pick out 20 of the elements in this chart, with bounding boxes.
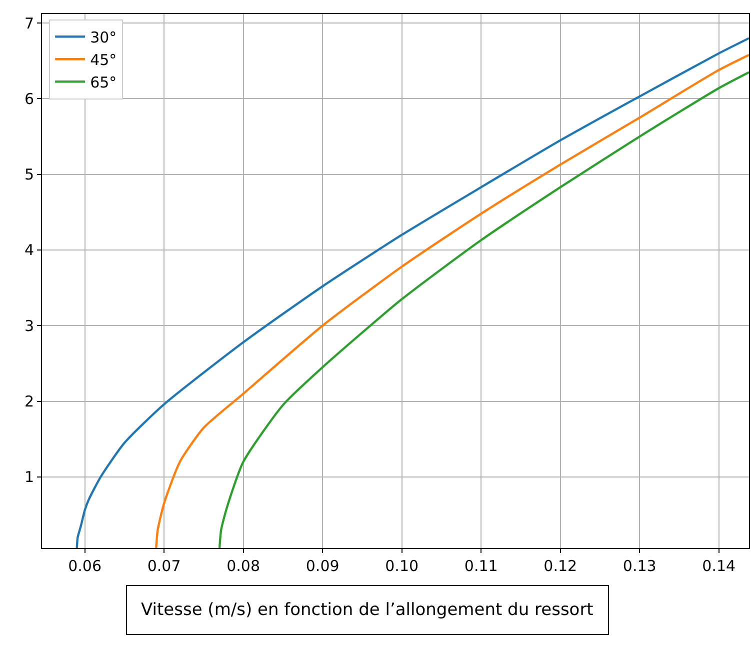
x-tick-label: 0.07 bbox=[147, 557, 181, 575]
x-tick-label: 0.06 bbox=[68, 557, 102, 575]
x-tick-label: 0.12 bbox=[544, 557, 578, 575]
legend-label: 30° bbox=[90, 28, 117, 46]
x-tick-label: 0.14 bbox=[702, 557, 736, 575]
x-tick-label: 0.13 bbox=[622, 557, 656, 575]
y-tick-label: 2 bbox=[24, 392, 34, 411]
y-tick-label: 4 bbox=[24, 241, 34, 260]
y-tick-label: 5 bbox=[24, 166, 34, 184]
legend-label: 65° bbox=[90, 73, 117, 92]
y-tick-label: 7 bbox=[24, 14, 34, 32]
legend-label: 45° bbox=[90, 50, 117, 69]
y-tick-label: 3 bbox=[24, 316, 34, 335]
x-tick-label: 0.09 bbox=[306, 557, 340, 575]
x-tick-label: 0.08 bbox=[226, 557, 260, 575]
y-tick-label: 6 bbox=[24, 90, 34, 108]
y-tick-label: 1 bbox=[24, 468, 34, 486]
x-tick-label: 0.11 bbox=[464, 557, 498, 575]
x-axis-title: Vitesse (m/s) en fonction de l’allongement du ressort bbox=[141, 600, 594, 620]
x-tick-label: 0.10 bbox=[385, 557, 419, 575]
